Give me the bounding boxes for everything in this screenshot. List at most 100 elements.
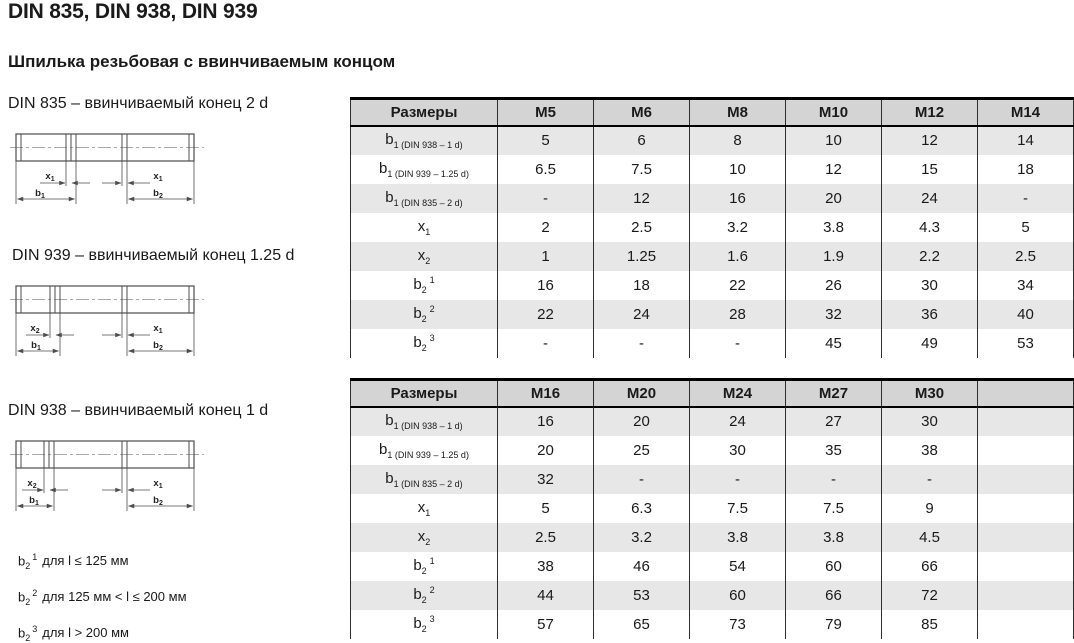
table-row: b1 (DIN 939 – 1.25 d) 20 25 30 35 38 bbox=[350, 435, 1074, 465]
column-header-m14: M14 bbox=[977, 98, 1074, 127]
value-cell: 20 bbox=[593, 406, 690, 436]
value-cell: 18 bbox=[977, 154, 1074, 184]
value-cell: 5 bbox=[977, 212, 1074, 242]
value-cell: 54 bbox=[689, 551, 786, 581]
column-header-m30: M30 bbox=[881, 379, 978, 408]
value-cell: 40 bbox=[977, 299, 1074, 329]
dim-label-b1: b1 bbox=[29, 495, 39, 507]
value-cell: 15 bbox=[881, 154, 978, 184]
table-row: b22 44 53 60 66 72 bbox=[350, 580, 1074, 610]
value-cell: 3.8 bbox=[689, 522, 786, 552]
page-subtitle: Шпилька резьбовая с ввинчиваемым концом bbox=[8, 52, 396, 71]
value-cell: 6.3 bbox=[593, 493, 690, 523]
table-row: b23- - -45 49 53 bbox=[350, 328, 1074, 358]
table-row: b1 (DIN 938 – 1 d) 16 20 24 27 30 bbox=[350, 406, 1074, 436]
table-row: b22 22 24 28 32 36 40 bbox=[350, 299, 1074, 329]
table-row: x2 1 1.25 1.6 1.9 2.2 2.5 bbox=[350, 241, 1074, 271]
row-label: b1 (DIN 938 – 1 d) bbox=[350, 406, 498, 436]
value-cell: 65 bbox=[593, 609, 690, 639]
value-cell: 9 bbox=[881, 493, 978, 523]
row-label: x1 bbox=[350, 212, 498, 242]
diagram-caption-din939: DIN 939 – ввинчиваемый конец 1.25 d bbox=[12, 247, 295, 264]
value-cell: 44 bbox=[497, 580, 594, 610]
value-cell: 3.2 bbox=[689, 212, 786, 242]
value-cell: 2.5 bbox=[593, 212, 690, 242]
value-cell: 2.5 bbox=[977, 241, 1074, 271]
column-header-m6: M6 bbox=[593, 98, 690, 127]
column-header-m24: M24 bbox=[689, 379, 786, 408]
value-cell: 24 bbox=[689, 406, 786, 436]
value-cell bbox=[977, 522, 1074, 552]
dim-label-b2: b2 bbox=[153, 340, 163, 352]
value-cell: 3.8 bbox=[785, 212, 882, 242]
table-row: b1 (DIN 939 – 1.25 d) 6.5 7.5 10 12 15 18 bbox=[350, 154, 1074, 184]
value-cell: 79 bbox=[785, 609, 882, 639]
value-cell: - bbox=[593, 328, 690, 358]
diagram-din835: DIN 835 – ввинчиваемый конец 2 d x1 x1 b… bbox=[8, 95, 338, 212]
value-cell: 14 bbox=[977, 125, 1074, 155]
value-cell: - bbox=[689, 464, 786, 494]
value-cell: 38 bbox=[881, 435, 978, 465]
row-label: b1 (DIN 939 – 1.25 d) bbox=[350, 154, 498, 184]
value-cell: 28 bbox=[689, 299, 786, 329]
value-cell: 22 bbox=[689, 270, 786, 300]
value-cell: 32 bbox=[497, 464, 594, 494]
row-label: b21 bbox=[350, 270, 498, 300]
value-cell: 10 bbox=[689, 154, 786, 184]
column-header-m10: M10 bbox=[785, 98, 882, 127]
value-cell: 3.8 bbox=[785, 522, 882, 552]
dimension-table-m5-m14: Размеры M5 M6 M8 M10 M12 M14 b1 (DIN 938 – 1 d… bbox=[350, 97, 1074, 358]
table-row: x2 2.5 3.2 3.8 3.8 4.5 bbox=[350, 522, 1074, 552]
column-header-empty bbox=[977, 379, 1074, 408]
stud-drawing-din835-icon: x1 x1 b1 b2 bbox=[10, 133, 204, 204]
table-header-row: Размеры M16 M20 M24 M27 M30 bbox=[350, 379, 1074, 408]
row-label: b22 bbox=[350, 580, 498, 610]
value-cell: 7.5 bbox=[689, 493, 786, 523]
footnote-b2-3: b23 для l > 200 мм bbox=[18, 624, 129, 643]
value-cell bbox=[977, 435, 1074, 465]
dim-label-x-right: x1 bbox=[153, 478, 162, 490]
value-cell: 6 bbox=[593, 125, 690, 155]
value-cell: 30 bbox=[689, 435, 786, 465]
dim-label-x-left: x1 bbox=[45, 171, 54, 183]
value-cell: - bbox=[497, 183, 594, 213]
value-cell: 49 bbox=[881, 328, 978, 358]
value-cell: 26 bbox=[785, 270, 882, 300]
row-label: x2 bbox=[350, 241, 498, 271]
value-cell: - bbox=[593, 464, 690, 494]
value-cell: 16 bbox=[497, 270, 594, 300]
value-cell: 60 bbox=[785, 551, 882, 581]
value-cell bbox=[977, 464, 1074, 494]
dim-label-b1: b1 bbox=[35, 188, 45, 200]
row-label: b23 bbox=[350, 609, 498, 639]
table-row: x1 2 2.5 3.2 3.8 4.3 5 bbox=[350, 212, 1074, 242]
value-cell: 18 bbox=[593, 270, 690, 300]
value-cell: 1 bbox=[497, 241, 594, 271]
value-cell: 3.2 bbox=[593, 522, 690, 552]
value-cell: 30 bbox=[881, 406, 978, 436]
dimension-table-m16-m30: Размеры M16 M20 M24 M27 M30 b1 (DIN 938 – 1 d… bbox=[350, 378, 1074, 639]
value-cell bbox=[977, 493, 1074, 523]
value-cell: 4.5 bbox=[881, 522, 978, 552]
value-cell: 72 bbox=[881, 580, 978, 610]
value-cell: 5 bbox=[497, 493, 594, 523]
row-label: b1 (DIN 938 – 1 d) bbox=[350, 125, 498, 155]
value-cell bbox=[977, 580, 1074, 610]
value-cell: 60 bbox=[689, 580, 786, 610]
dim-label-x-left: x2 bbox=[30, 323, 39, 335]
dim-label-x-right: x1 bbox=[153, 171, 162, 183]
column-header-m5: M5 bbox=[497, 98, 594, 127]
value-cell: 53 bbox=[977, 328, 1074, 358]
diagram-caption-din938: DIN 938 – ввинчиваемый конец 1 d bbox=[8, 402, 269, 419]
page-title: DIN 835, DIN 938, DIN 939 bbox=[8, 0, 258, 23]
row-label: b23 bbox=[350, 328, 498, 358]
column-header-sizes: Размеры bbox=[350, 379, 498, 408]
table-row: x1 5 6.3 7.5 7.5 9 bbox=[350, 493, 1074, 523]
column-header-sizes: Размеры bbox=[350, 98, 498, 127]
dim-label-b2: b2 bbox=[153, 188, 163, 200]
value-cell: 34 bbox=[977, 270, 1074, 300]
table-row: b23 57 65 73 79 85 bbox=[350, 609, 1074, 639]
value-cell: 57 bbox=[497, 609, 594, 639]
dim-label-x-right: x1 bbox=[153, 323, 162, 335]
value-cell: 5 bbox=[497, 125, 594, 155]
